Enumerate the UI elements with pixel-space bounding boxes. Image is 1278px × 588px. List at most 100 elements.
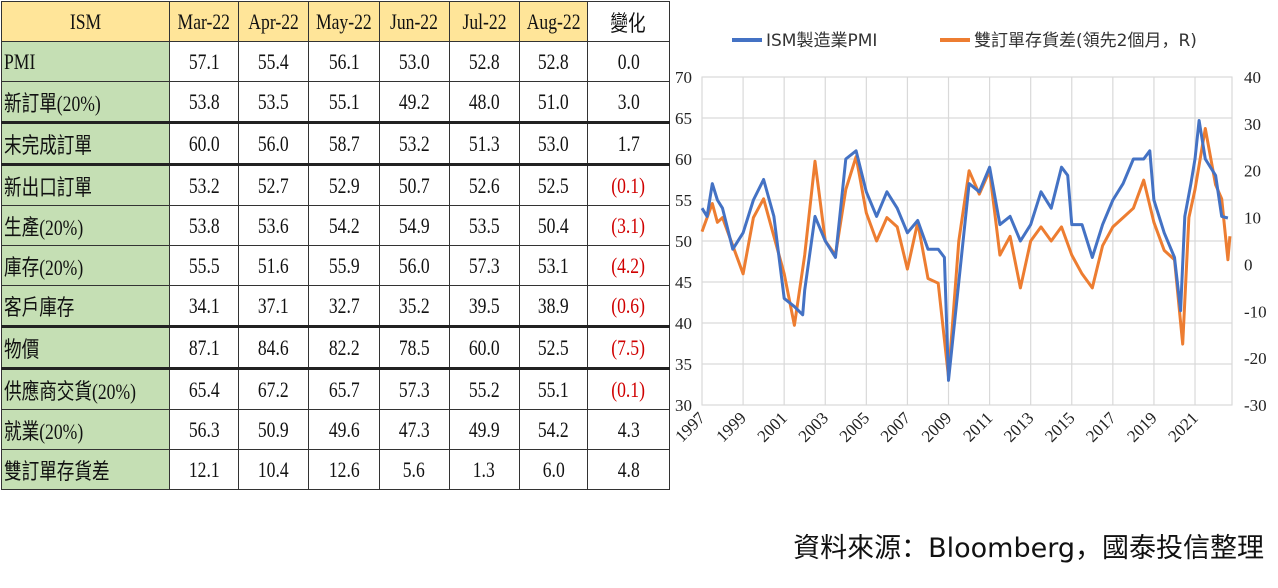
column-header-label: Mar-22: [177, 8, 231, 34]
table-cell: 65.7: [307, 367, 380, 410]
table-cell: 5.6: [378, 449, 450, 490]
table-cell: 32.7: [307, 285, 380, 327]
cell-value: 5.6: [403, 456, 426, 482]
cell-value: 53.0: [537, 130, 569, 156]
column-header-label: Aug-22: [526, 8, 581, 34]
column-header-label: Apr-22: [248, 8, 299, 34]
cell-value: 34.1: [188, 292, 220, 318]
table-cell: 54.2: [307, 205, 380, 246]
cell-value: 50.9: [258, 416, 289, 442]
table-cell: 52.9: [307, 163, 380, 206]
change-value: (0.1): [611, 172, 646, 198]
change-cell: 4.8: [586, 449, 670, 490]
column-header: 變化: [586, 1, 670, 42]
change-cell: (4.2): [586, 245, 670, 286]
row-label-text: 末完成訂單: [4, 132, 93, 158]
row-label-text: 庫存(20%): [4, 254, 84, 280]
y-right-tick-label: -30: [1244, 396, 1267, 415]
change-value: (0.6): [611, 292, 646, 318]
x-tick-label: 2017: [1082, 408, 1120, 446]
table-cell: 53.0: [518, 121, 588, 165]
table-cell: 53.6: [237, 205, 309, 246]
cell-value: 32.7: [328, 292, 360, 318]
table-cell: 52.8: [448, 41, 520, 82]
table-cell: 12.1: [168, 449, 239, 490]
row-label-text: 雙訂單存貨差: [4, 458, 110, 484]
y-left-tick-label: 30: [675, 396, 692, 415]
row-label: 供應商交貨(20%): [1, 367, 170, 410]
cell-value: 49.6: [328, 416, 360, 442]
cell-value: 35.2: [398, 292, 430, 318]
table-cell: 49.6: [307, 409, 380, 450]
row-label: 就業(20%): [1, 409, 170, 450]
row-label: 雙訂單存貨差: [1, 449, 170, 490]
cell-value: 84.6: [258, 334, 289, 360]
table-cell: 53.5: [448, 205, 520, 246]
row-label-text: 供應商交貨(20%): [4, 378, 136, 404]
table-cell: 57.3: [448, 245, 520, 286]
table-cell: 48.0: [448, 81, 520, 123]
table-cell: 50.7: [378, 163, 450, 206]
cell-value: 53.0: [398, 48, 430, 74]
table-cell: 37.1: [237, 285, 309, 327]
cell-value: 6.0: [542, 456, 565, 482]
table-cell: 58.7: [307, 121, 380, 165]
change-cell: 4.3: [586, 409, 670, 450]
table-cell: 39.5: [448, 285, 520, 327]
cell-value: 57.1: [188, 48, 220, 74]
table-cell: 60.0: [168, 121, 239, 165]
table-cell: 82.2: [307, 325, 380, 369]
cell-value: 78.5: [398, 334, 430, 360]
row-label-text: 新訂單(20%): [4, 90, 101, 116]
cell-value: 53.5: [258, 88, 289, 114]
table-cell: 47.3: [378, 409, 450, 450]
y-right-tick-label: 20: [1244, 162, 1261, 181]
row-label: 物價: [1, 325, 170, 369]
cell-value: 37.1: [258, 292, 289, 318]
table-cell: 55.1: [307, 81, 380, 123]
cell-value: 55.4: [258, 48, 289, 74]
table-row: PMI 57.1 55.4 56.1 53.0 52.8 52.8 0.0: [1, 41, 670, 82]
change-value: (0.1): [611, 376, 646, 402]
table-cell: 55.9: [307, 245, 380, 286]
change-value: (3.1): [611, 212, 646, 238]
change-value: (7.5): [611, 334, 646, 360]
column-header-label: 變化: [610, 10, 646, 36]
cell-value: 87.1: [188, 334, 220, 360]
x-tick-label: 2013: [1000, 408, 1037, 445]
cell-value: 51.3: [468, 130, 500, 156]
change-value: 0.0: [617, 48, 640, 74]
cell-value: 53.2: [398, 130, 430, 156]
change-cell: (3.1): [586, 205, 670, 246]
cell-value: 56.0: [258, 130, 289, 156]
y-right-tick-label: 30: [1244, 115, 1261, 134]
x-tick-label: 2003: [795, 408, 832, 445]
table-row: 客戶庫存 34.1 37.1 32.7 35.2 39.5 38.9 (0.6): [1, 285, 670, 327]
table-cell: 50.4: [518, 205, 588, 246]
cell-value: 55.5: [188, 252, 220, 278]
cell-value: 51.6: [258, 252, 289, 278]
legend-label: ISM製造業PMI: [766, 31, 877, 51]
cell-value: 53.2: [188, 172, 220, 198]
table-cell: 51.6: [237, 245, 309, 286]
y-left-tick-label: 70: [675, 68, 692, 87]
table-row: 新出口訂單 53.2 52.7 52.9 50.7 52.6 52.5 (0.1): [1, 163, 670, 206]
table-row: 物價 87.1 84.6 82.2 78.5 60.0 52.5 (7.5): [1, 325, 670, 369]
cell-value: 54.2: [328, 212, 360, 238]
x-tick-label: 2005: [836, 408, 873, 445]
column-header: Jul-22: [448, 1, 520, 42]
cell-value: 38.9: [537, 292, 569, 318]
change-value: 4.8: [617, 456, 640, 482]
table-cell: 67.2: [237, 367, 309, 410]
cell-value: 52.9: [328, 172, 360, 198]
cell-value: 12.6: [328, 456, 360, 482]
column-header: Mar-22: [168, 1, 239, 42]
row-label-text: 生產(20%): [4, 214, 84, 240]
change-cell: 1.7: [586, 121, 670, 165]
row-label: PMI: [1, 41, 170, 82]
row-label: 客戶庫存: [1, 285, 170, 327]
cell-value: 67.2: [258, 376, 289, 402]
table-row: 雙訂單存貨差 12.1 10.4 12.6 5.6 1.3 6.0 4.8: [1, 449, 670, 490]
y-right-tick-label: 0: [1244, 255, 1253, 274]
table-cell: 84.6: [237, 325, 309, 369]
